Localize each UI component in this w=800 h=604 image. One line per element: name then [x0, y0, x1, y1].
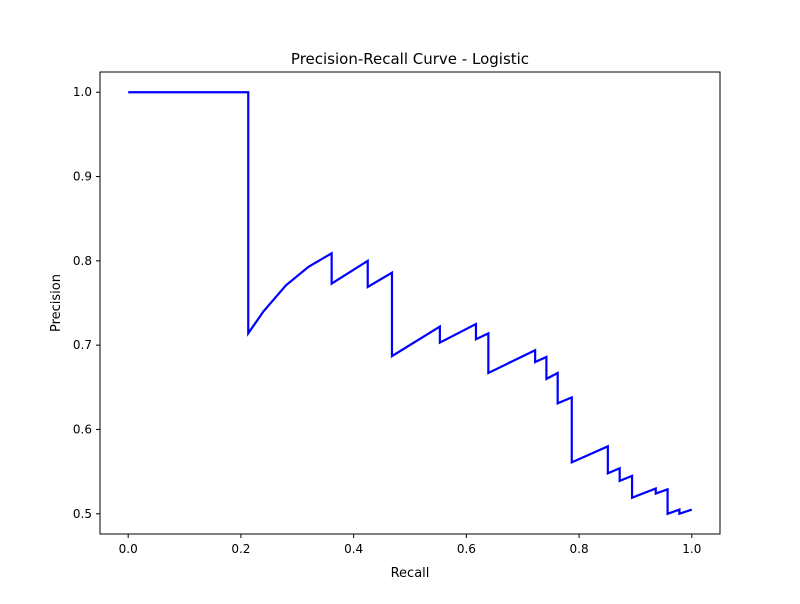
y-axis-label: Precision — [49, 274, 64, 332]
series-line-0 — [128, 91, 693, 516]
series-layer — [128, 91, 693, 516]
x-axis-label: Recall — [391, 566, 430, 581]
chart-title: Precision-Recall Curve - Logistic — [291, 50, 529, 68]
x-tick-label: 0.6 — [457, 542, 476, 556]
x-tick-label: 0.2 — [231, 542, 250, 556]
x-tick-label: 0.0 — [119, 542, 138, 556]
y-axis-ticks: 0.5 0.6 0.7 0.8 0.9 1.0 — [73, 85, 100, 521]
plot-frame — [99, 71, 721, 535]
x-tick-label: 0.8 — [570, 542, 589, 556]
y-tick-label: 0.9 — [73, 170, 92, 184]
y-tick-label: 0.6 — [73, 422, 92, 436]
y-tick-label: 0.8 — [73, 254, 92, 268]
x-tick-label: 0.4 — [344, 542, 363, 556]
x-axis-ticks: 0.0 0.2 0.4 0.6 0.8 1.0 — [119, 534, 701, 556]
y-tick-label: 1.0 — [73, 85, 92, 99]
y-tick-label: 0.5 — [73, 507, 92, 521]
y-tick-label: 0.7 — [73, 338, 92, 352]
x-tick-label: 1.0 — [682, 542, 701, 556]
